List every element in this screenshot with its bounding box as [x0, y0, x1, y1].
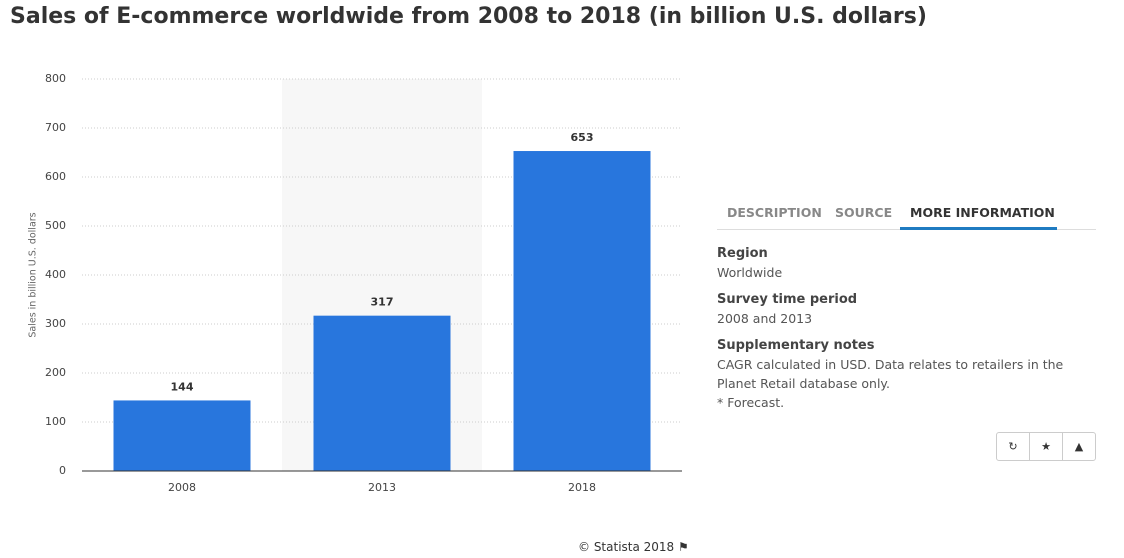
value-label: 144: [171, 380, 194, 393]
history-button[interactable]: ↻: [997, 433, 1030, 460]
button-group: ↻ ★ ▲: [996, 432, 1096, 461]
y-tick-label: 300: [45, 317, 66, 330]
info-panel: Region Worldwide Survey time period 2008 an…: [717, 244, 1097, 420]
copyright: © Statista 2018: [578, 540, 675, 554]
section-text: Worldwide: [717, 265, 783, 280]
x-tick-label: 2008: [168, 481, 196, 494]
y-tick-label: 0: [59, 464, 66, 477]
bar: [313, 315, 451, 471]
y-tick-label: 800: [45, 72, 66, 85]
flag-icon[interactable]: ⚑: [678, 540, 689, 554]
x-tick-label: 2018: [568, 481, 596, 494]
y-tick-label: 500: [45, 219, 66, 232]
section-heading: Supplementary notes: [717, 338, 875, 353]
footer: © Statista 2018 ⚑: [578, 540, 689, 554]
tab[interactable]: DESCRIPTION: [727, 205, 822, 220]
section-text: CAGR calculated in USD. Data relates to …: [717, 357, 1064, 391]
y-tick-label: 100: [45, 415, 66, 428]
y-axis-label: Sales in billion U.S. dollars: [28, 212, 39, 337]
bar: [113, 400, 251, 471]
favorite-button[interactable]: ★: [1030, 433, 1063, 460]
section-text: 2008 and 2013: [717, 311, 813, 326]
tab[interactable]: MORE INFORMATION: [910, 205, 1055, 220]
tabs: DESCRIPTION SOURCE MORE INFORMATION: [717, 200, 1096, 230]
x-tick-label: 2013: [368, 481, 396, 494]
tab[interactable]: SOURCE: [835, 205, 893, 220]
bar: [513, 151, 651, 471]
chart-title: Sales of E-commerce worldwide from 2008 …: [10, 4, 927, 29]
info-section: Survey time period 2008 and 2013: [717, 290, 1097, 328]
chart: Sales in billion U.S. dollars 0 100 200 300…: [28, 72, 682, 494]
section-heading: Region: [717, 246, 768, 261]
value-label: 317: [371, 296, 394, 309]
y-tick-label: 600: [45, 170, 66, 183]
value-label: 653: [571, 131, 594, 144]
section-heading: Survey time period: [717, 292, 858, 307]
info-section: Supplementary notes CAGR calculated in US…: [717, 336, 1097, 412]
alert-button[interactable]: ▲: [1074, 440, 1084, 453]
y-tick-label: 700: [45, 121, 66, 134]
section-text: * Forecast.: [717, 395, 785, 410]
y-tick-label: 400: [45, 268, 66, 281]
info-section: Region Worldwide: [717, 244, 1097, 282]
active-tab-underline: [900, 227, 1057, 230]
y-tick-label: 200: [45, 366, 66, 379]
